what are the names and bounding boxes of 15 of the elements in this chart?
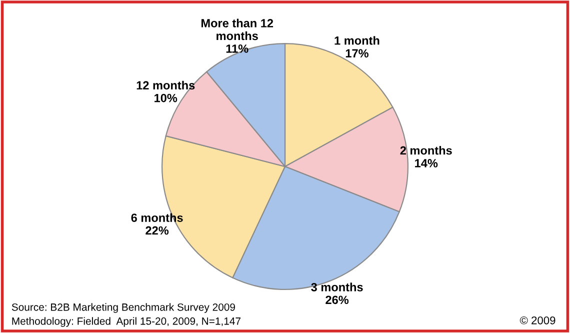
- slice-label: 2 months: [400, 146, 452, 155]
- data-label: 14%: [415, 159, 438, 168]
- data-label: 22%: [146, 226, 169, 235]
- slice-label: More than 12 months: [201, 18, 274, 40]
- slice-label: 3 months: [311, 282, 363, 292]
- slice-label: 12 months: [136, 80, 195, 90]
- source-note: Source: B2B Marketing Benchmark Survey 2009: [12, 303, 235, 313]
- text: © 2009: [520, 316, 556, 324]
- data-label: 11%: [226, 44, 248, 53]
- data-label: 10%: [154, 94, 178, 102]
- data-label: 17%: [346, 49, 368, 58]
- text: Methodology: Fielded April 15-20, 2009, N=1,147: [12, 317, 240, 327]
- data-label: 26%: [326, 296, 349, 304]
- slice-label: 1 month: [334, 36, 380, 45]
- slice-label: 6 months: [131, 213, 183, 222]
